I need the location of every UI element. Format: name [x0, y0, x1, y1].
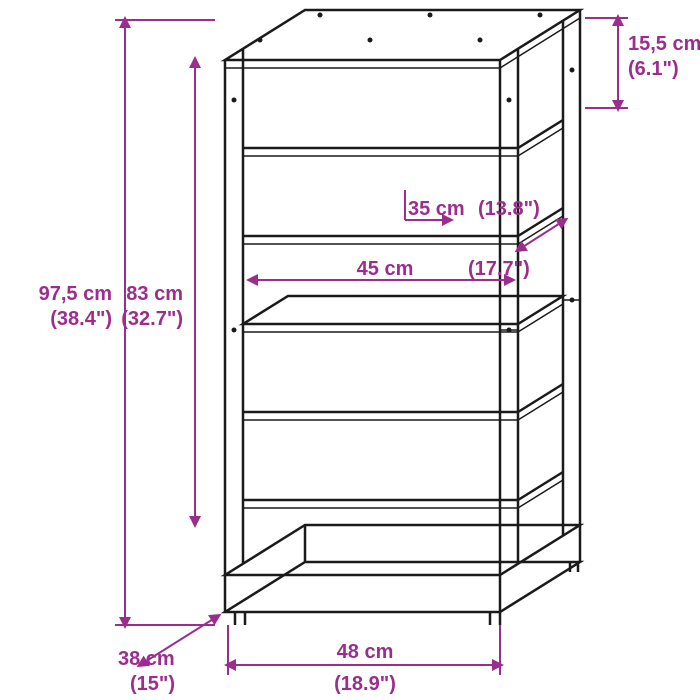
svg-text:38 cm: 38 cm [118, 648, 175, 670]
dim-shelf-depth-imperial: (13.8") [478, 198, 540, 220]
dim-bottom-width-metric: 48 cm [337, 641, 394, 663]
dim-shelf-width: 45 cm (17.7") [250, 258, 530, 280]
dim-bottom-depth-imperial: (15") [130, 673, 175, 695]
dim-shelf-width-metric: 45 cm [357, 258, 414, 280]
dim-gap-height: 15,5 cm (6.1") [585, 18, 700, 108]
dim-total-height-imperial: (38.4") [50, 308, 112, 330]
dim-bottom-depth-metric: 38 cm [118, 648, 175, 670]
dim-bottom-width: 48 cm (18.9") [228, 625, 500, 695]
svg-text:83 cm: 83 cm [126, 283, 183, 305]
svg-text:(38.4"): (38.4") [50, 308, 112, 330]
dim-total-height-metric: 97,5 cm [39, 283, 112, 305]
dim-shelf-depth-metric: 35 cm [408, 198, 465, 220]
dim-bottom-width-imperial: (18.9") [334, 673, 396, 695]
svg-text:(15"): (15") [130, 673, 175, 695]
svg-text:(13.8"): (13.8") [478, 198, 540, 220]
svg-text:(32.7"): (32.7") [121, 308, 183, 330]
svg-text:(18.9"): (18.9") [334, 673, 396, 695]
dim-bottom-depth: 38 cm (15") [118, 616, 218, 695]
dim-inner-height-metric: 83 cm [126, 283, 183, 305]
dim-inner-height: 83 cm (32.7") [121, 60, 195, 524]
technical-diagram: 97,5 cm (38.4") 83 cm (32.7") 38 cm (15"… [0, 0, 700, 700]
dim-shelf-depth: 35 cm (13.8") [405, 190, 565, 250]
dim-gap-height-metric: 15,5 cm [628, 33, 700, 55]
dim-shelf-width-imperial: (17.7") [468, 258, 530, 280]
shelf-unit [225, 10, 580, 625]
svg-text:35 cm: 35 cm [408, 198, 465, 220]
dim-inner-height-imperial: (32.7") [121, 308, 183, 330]
svg-text:15,5 cm: 15,5 cm [628, 33, 700, 55]
svg-text:45 cm: 45 cm [357, 258, 414, 280]
svg-text:(6.1"): (6.1") [628, 58, 679, 80]
dim-gap-height-imperial: (6.1") [628, 58, 679, 80]
svg-text:97,5 cm: 97,5 cm [39, 283, 112, 305]
svg-text:48 cm: 48 cm [337, 641, 394, 663]
svg-text:(17.7"): (17.7") [468, 258, 530, 280]
